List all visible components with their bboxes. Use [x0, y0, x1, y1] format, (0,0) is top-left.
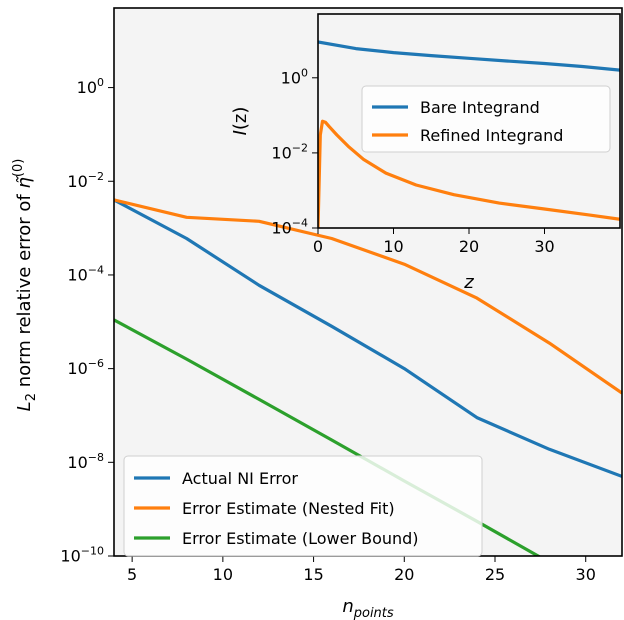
inset-x-axis-label: z	[463, 272, 474, 293]
inset-y-axis-label: I(z)	[230, 107, 251, 136]
main-legend-label-2: Error Estimate (Lower Bound)	[182, 529, 419, 548]
main-legend-label-0: Actual NI Error	[182, 469, 298, 488]
inset-legend-box	[361, 85, 611, 153]
inset-series-line-0	[318, 40, 620, 72]
main-x-tick-label-1: 10	[213, 565, 233, 584]
inset-x-tick-label-3: 30	[534, 237, 554, 256]
main-series-line-0	[114, 198, 622, 478]
inset-x-tick-label-2: 20	[459, 237, 479, 256]
inset-series-group	[318, 40, 620, 228]
inset-series-line-1	[318, 119, 620, 228]
inset-y-tick-label-2: 100	[281, 66, 308, 87]
main-x-tick-label-2: 15	[303, 565, 323, 584]
inset-frame	[317, 13, 621, 229]
inset-legend-label-0: Bare Integrand	[420, 98, 540, 117]
inset-x-tick-label-0: 0	[313, 237, 323, 256]
inset-legend-label-1: Refined Integrand	[420, 126, 563, 145]
inset-y-tick-label-0: 10−4	[271, 217, 308, 238]
main-x-tick-label-5: 30	[576, 565, 596, 584]
inset-x-tick-label-1: 10	[383, 237, 403, 256]
main-series-line-1	[114, 198, 622, 395]
main-y-tick-label-0: 10−10	[60, 545, 104, 566]
main-y-tick-label-3: 10−4	[67, 264, 104, 285]
main-x-tick-label-3: 20	[394, 565, 414, 584]
main-legend-label-1: Error Estimate (Nested Fit)	[182, 499, 395, 518]
main-x-axis-label: npoints	[342, 596, 394, 620]
main-x-tick-label-0: 5	[127, 565, 137, 584]
main-y-tick-label-1: 10−8	[67, 451, 104, 472]
inset-y-tick-label-1: 10−2	[271, 141, 308, 162]
main-x-tick-label-4: 25	[485, 565, 505, 584]
inset-chart: 0 10 20 30 10−4 10−2 100 z I(z) Bare Integrand Ref…	[230, 13, 621, 293]
main-y-tick-label-2: 10−6	[67, 357, 104, 378]
main-y-tick-label-5: 100	[77, 76, 104, 97]
main-legend-box	[123, 455, 483, 557]
main-y-tick-label-4: 10−2	[67, 170, 104, 191]
main-y-axis-label: L2 norm relative error of η̃(0)	[11, 159, 39, 412]
